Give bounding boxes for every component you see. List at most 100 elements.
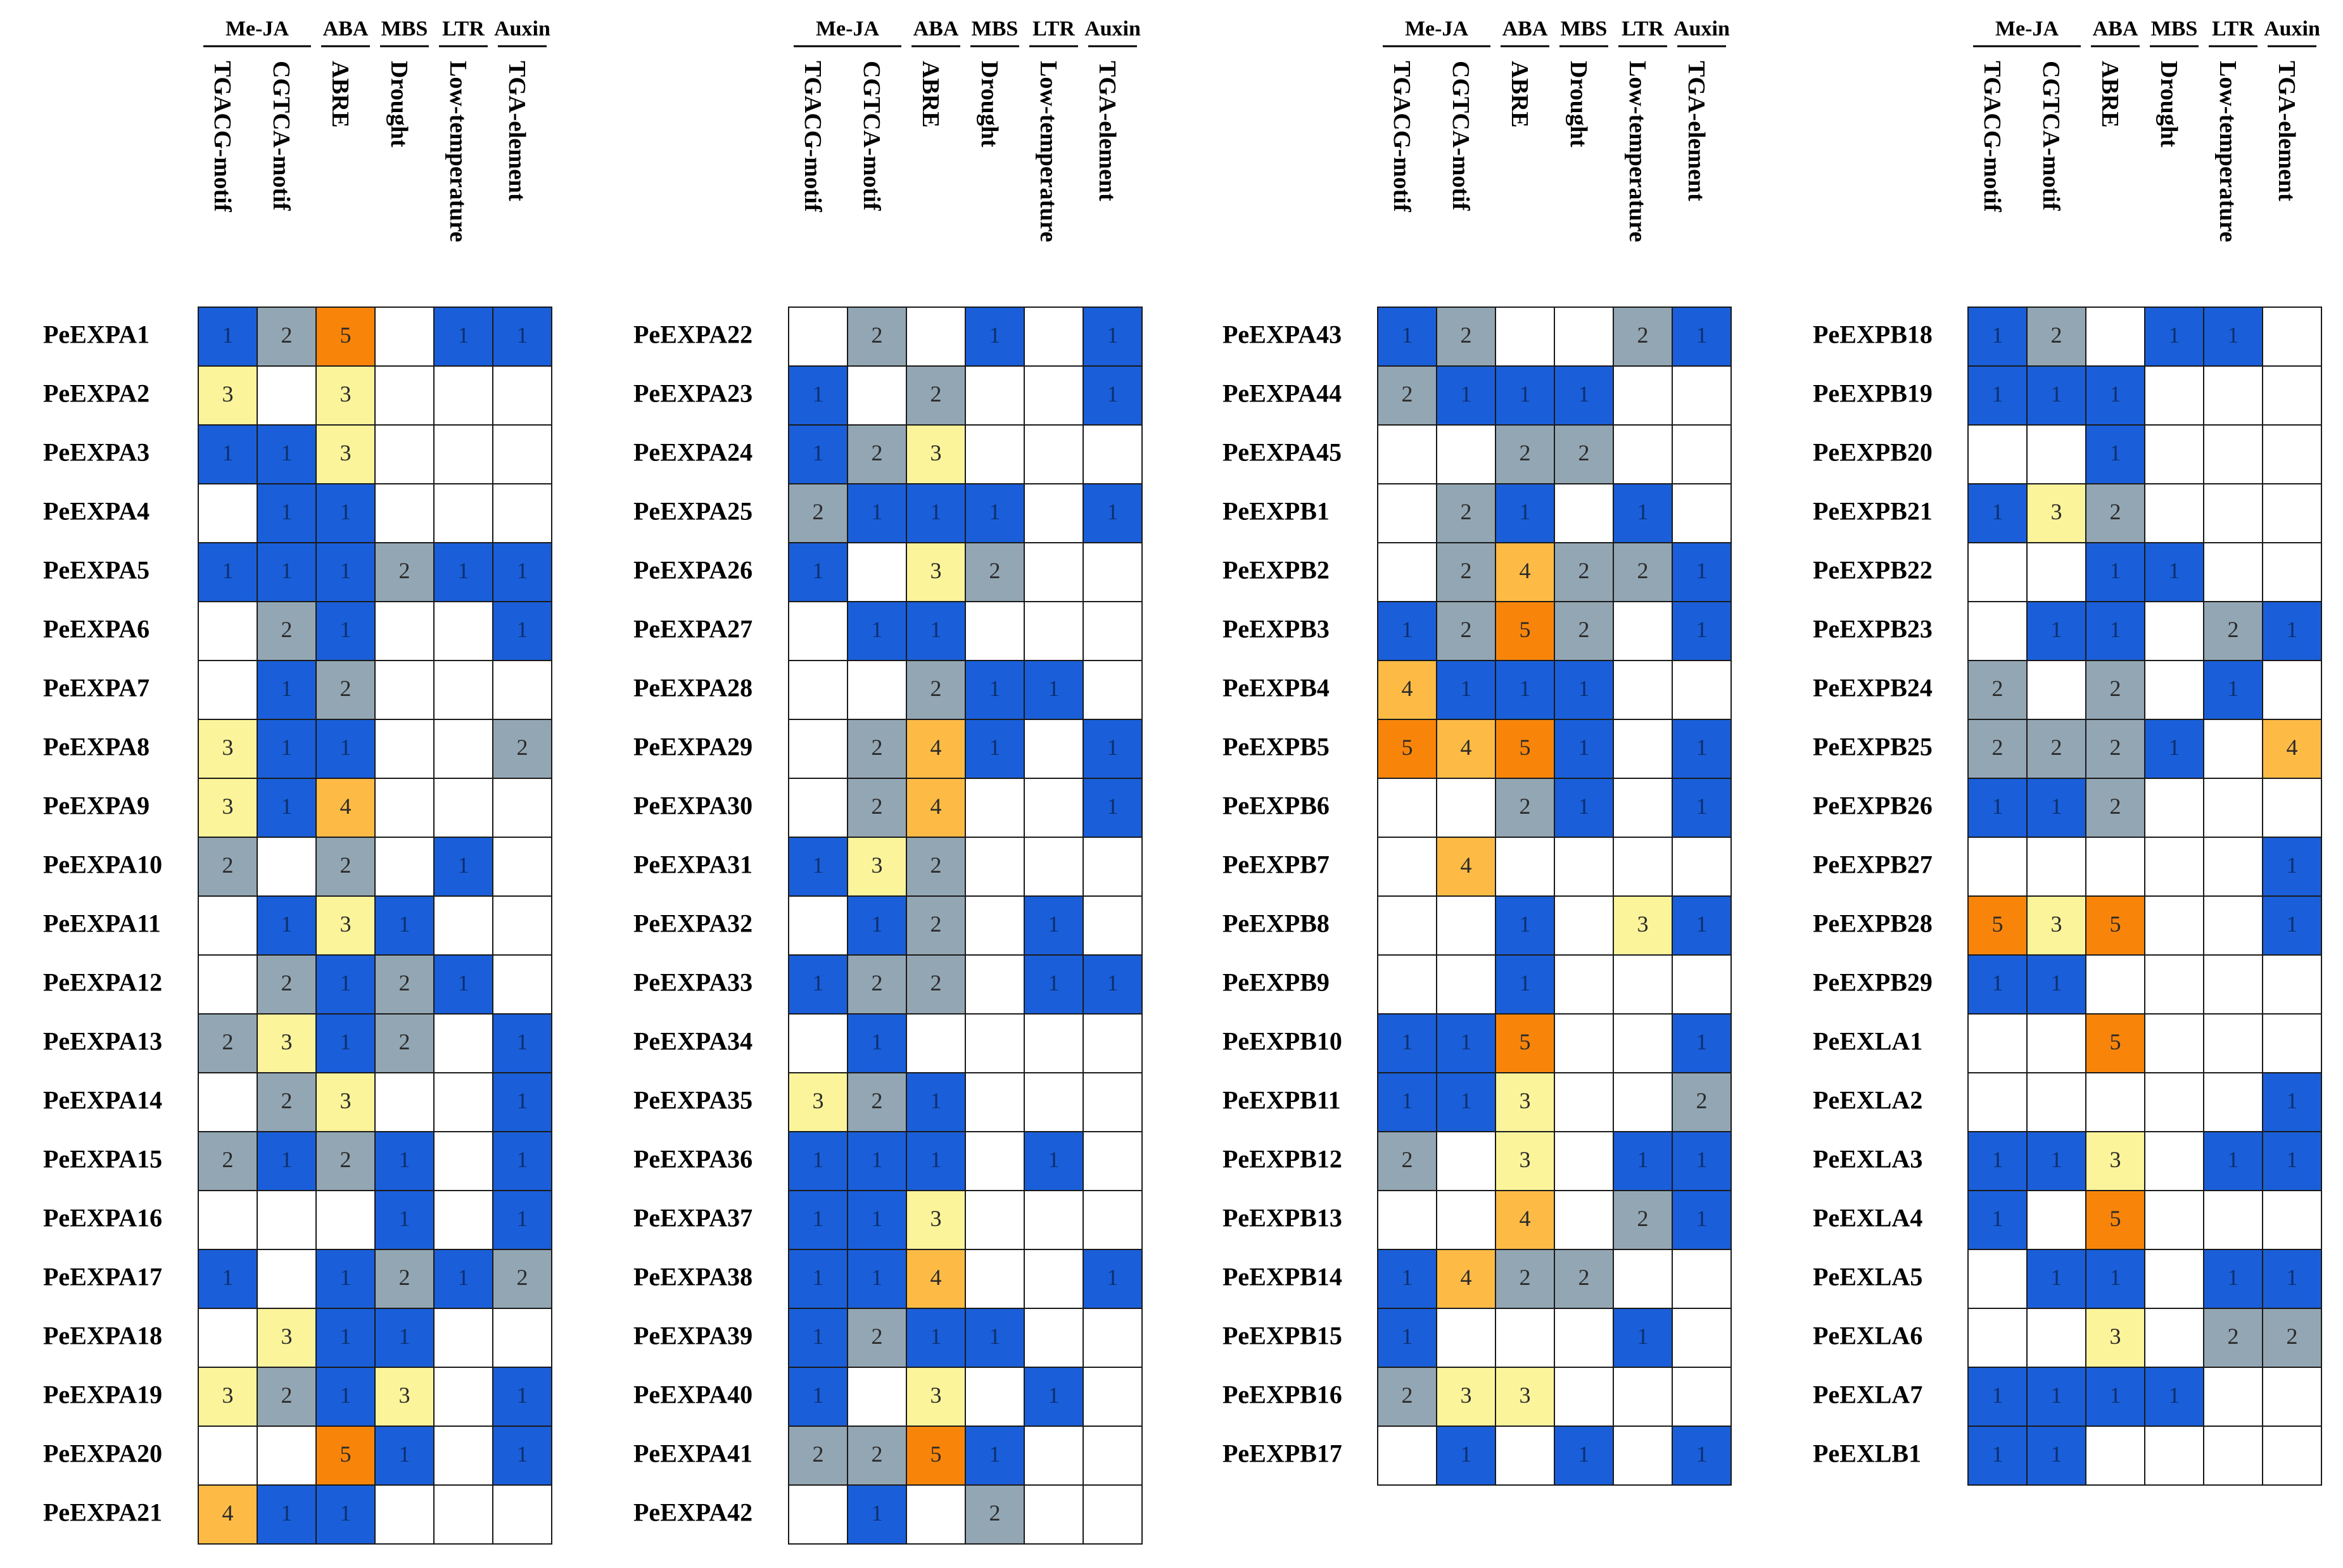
- heatmap-cell: [374, 660, 435, 720]
- group-label: Auxin: [1084, 17, 1141, 41]
- heatmap-cell: [906, 1013, 966, 1073]
- gene-label: PeEXPA41: [633, 1439, 752, 1468]
- heatmap-cell: [315, 954, 376, 1015]
- heatmap-cell: [1672, 424, 1732, 484]
- heatmap-cell: [1495, 778, 1555, 838]
- heatmap-cell: [1495, 542, 1555, 602]
- heatmap-cell: [847, 895, 907, 956]
- cell-value: 3: [2110, 1324, 2121, 1349]
- heatmap-cell: [2026, 837, 2086, 897]
- heatmap-cell: [198, 1013, 258, 1073]
- heatmap-cell: [1554, 1190, 1614, 1250]
- column-label: TGA-element: [1094, 61, 1121, 201]
- heatmap-cell: [492, 307, 552, 367]
- heatmap-panel-4: Me-JA ABA MBS LTR Auxin TGACG-motif CGTCA-moti…: [1813, 17, 2322, 1486]
- gene-label: PeEXPB17: [1222, 1439, 1342, 1468]
- heatmap-cell: [2026, 660, 2086, 720]
- cell-value: 2: [1637, 1206, 1649, 1231]
- heatmap-cell: [906, 719, 966, 779]
- heatmap-cell: [1672, 1131, 1732, 1191]
- cell-value: 1: [340, 970, 352, 996]
- cell-value: 2: [1461, 558, 1472, 583]
- cell-value: 1: [2110, 1265, 2121, 1290]
- heatmap-cell: [965, 778, 1025, 838]
- heatmap-cell: [374, 424, 435, 484]
- heatmap-cell: [492, 365, 552, 426]
- cell-value: 1: [222, 322, 234, 348]
- heatmap-cell: [1024, 1308, 1084, 1368]
- column-label: CGTCA-motif: [2038, 61, 2064, 212]
- heatmap-cell: [2203, 1190, 2263, 1250]
- heatmap-cell: [1495, 1131, 1555, 1191]
- heatmap-cell: [2262, 1426, 2322, 1486]
- cell-value: 1: [813, 852, 824, 878]
- cell-value: 2: [222, 1147, 234, 1172]
- cell-value: 1: [2051, 1441, 2062, 1467]
- heatmap-cell: [198, 895, 258, 956]
- cell-value: 2: [930, 970, 942, 996]
- cell-value: 1: [1696, 735, 1708, 760]
- cell-value: 2: [1402, 1382, 1413, 1408]
- heatmap-cell: [492, 1131, 552, 1191]
- heatmap-cell: [1436, 778, 1496, 838]
- column-label: Drought: [386, 61, 412, 148]
- cell-value: 2: [1520, 1265, 1531, 1290]
- heatmap-cell: [788, 719, 848, 779]
- cell-value: 1: [517, 1088, 528, 1113]
- heatmap-cell: [1083, 1426, 1143, 1486]
- heatmap-cell: [1436, 1131, 1496, 1191]
- cell-value: 1: [2287, 617, 2298, 642]
- column-label: Drought: [2156, 61, 2182, 148]
- cell-value: 1: [989, 1441, 1001, 1467]
- gene-label: PeEXPA12: [43, 968, 162, 997]
- heatmap-cell: [965, 601, 1025, 661]
- cell-value: 2: [813, 499, 824, 524]
- heatmap-cell: [906, 954, 966, 1015]
- cell-value: 1: [399, 1324, 410, 1349]
- heatmap-cell: [433, 365, 493, 426]
- group-label: MBS: [972, 17, 1019, 41]
- cell-value: 3: [340, 911, 352, 937]
- heatmap-cell: [2203, 542, 2263, 602]
- heatmap-cell: [1554, 895, 1614, 956]
- heatmap-cell: [1083, 1131, 1143, 1191]
- cell-value: 3: [281, 1324, 293, 1349]
- heatmap-cell: [198, 483, 258, 543]
- cell-value: 1: [222, 440, 234, 465]
- heatmap-cell: [1967, 1013, 2028, 1073]
- heatmap-cell: [2144, 424, 2204, 484]
- heatmap-cell: [965, 1249, 1025, 1309]
- cell-value: 2: [2110, 499, 2121, 524]
- group-label: MBS: [2151, 17, 2198, 41]
- cell-value: 1: [222, 1265, 234, 1290]
- heatmap-cell: [2085, 837, 2145, 897]
- heatmap-cell: [198, 660, 258, 720]
- heatmap-cell: [374, 1484, 435, 1545]
- cell-value: 5: [2110, 1029, 2121, 1054]
- heatmap-cell: [2203, 601, 2263, 661]
- heatmap-cell: [2203, 1072, 2263, 1132]
- column-label: Low-temperature: [2214, 61, 2241, 242]
- heatmap-cell: [492, 1072, 552, 1132]
- cell-value: 1: [1992, 499, 2003, 524]
- cell-value: 2: [281, 1382, 293, 1408]
- heatmap-cell: [1967, 1131, 2028, 1191]
- heatmap-cell: [1024, 778, 1084, 838]
- heatmap-cell: [1554, 365, 1614, 426]
- cell-value: 1: [281, 793, 293, 819]
- cell-value: 1: [1696, 617, 1708, 642]
- heatmap-cell: [2262, 719, 2322, 779]
- cell-value: 1: [517, 1441, 528, 1467]
- cell-value: 1: [1520, 676, 1531, 701]
- heatmap-cell: [847, 1013, 907, 1073]
- heatmap-cell: [257, 660, 317, 720]
- heatmap-cell: [1495, 1013, 1555, 1073]
- cell-value: 2: [1578, 440, 1590, 465]
- cell-value: 1: [872, 911, 883, 937]
- heatmap-cell: [1436, 895, 1496, 956]
- heatmap-cell: [2203, 837, 2263, 897]
- heatmap-cell: [257, 1013, 317, 1073]
- heatmap-cell: [847, 1249, 907, 1309]
- heatmap-cell: [847, 1072, 907, 1132]
- heatmap-cell: [2144, 895, 2204, 956]
